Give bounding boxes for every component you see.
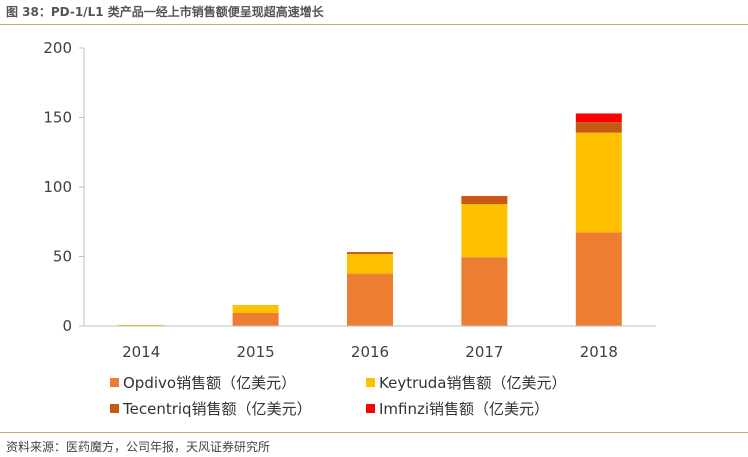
- bar-2018-series-0: [575, 232, 622, 326]
- y-tick-label: 50: [53, 248, 72, 266]
- figure-title: 图 38：PD-1/L1 类产品一经上市销售额便呈现超高速增长: [6, 5, 324, 19]
- legend-swatch-keytruda: [366, 378, 375, 387]
- y-tick-label: 150: [43, 109, 72, 127]
- bar-2017-series-0: [461, 257, 508, 326]
- y-tick-label: 200: [43, 39, 72, 57]
- top-divider: [0, 24, 748, 25]
- bar-2017-series-3: [461, 196, 508, 197]
- legend-label-opdivo: Opdivo销售额（亿美元）: [123, 374, 297, 392]
- bar-2014-series-1: [118, 324, 165, 326]
- bottom-divider: [0, 432, 748, 433]
- bar-2015-series-1: [232, 305, 279, 313]
- stacked-bar-chart: 0 50 100 150 200 2014 2015 2016 2017 2018: [43, 39, 656, 361]
- bar-2016-series-0: [347, 273, 393, 326]
- legend-item-opdivo: Opdivo销售额（亿美元）: [110, 372, 296, 393]
- legend-swatch-opdivo: [110, 378, 119, 387]
- legend-label-tecentriq: Tecentriq销售额（亿美元）: [123, 400, 312, 418]
- x-tick-label: 2015: [237, 343, 275, 361]
- bar-2017-series-2: [461, 196, 508, 205]
- bar-2018-series-2: [575, 122, 622, 133]
- x-tick-label: 2016: [351, 343, 389, 361]
- source-note: 资料来源：医药魔方，公司年报，天风证券研究所: [6, 440, 271, 454]
- bar-2015-series-0: [232, 312, 279, 326]
- legend-label-keytruda: Keytruda销售额（亿美元）: [379, 374, 567, 392]
- legend-item-keytruda: Keytruda销售额（亿美元）: [366, 372, 566, 393]
- x-tick-label: 2014: [122, 343, 160, 361]
- legend-item-imfinzi: Imfinzi销售额（亿美元）: [366, 398, 549, 419]
- x-tick-label: 2018: [580, 343, 618, 361]
- x-tick-label: 2017: [465, 343, 503, 361]
- bar-2018-series-3: [575, 113, 622, 123]
- legend-label-imfinzi: Imfinzi销售额（亿美元）: [379, 400, 550, 418]
- y-tick-label: 100: [43, 178, 72, 196]
- bar-2016-series-1: [347, 254, 393, 274]
- bar-2017-series-1: [461, 204, 508, 258]
- bar-2018-series-1: [575, 132, 622, 233]
- legend-swatch-imfinzi: [366, 404, 375, 413]
- legend-item-tecentriq: Tecentriq销售额（亿美元）: [110, 398, 312, 419]
- legend-swatch-tecentriq: [110, 404, 119, 413]
- y-tick-label: 0: [62, 317, 72, 335]
- bar-2016-series-2: [347, 252, 393, 255]
